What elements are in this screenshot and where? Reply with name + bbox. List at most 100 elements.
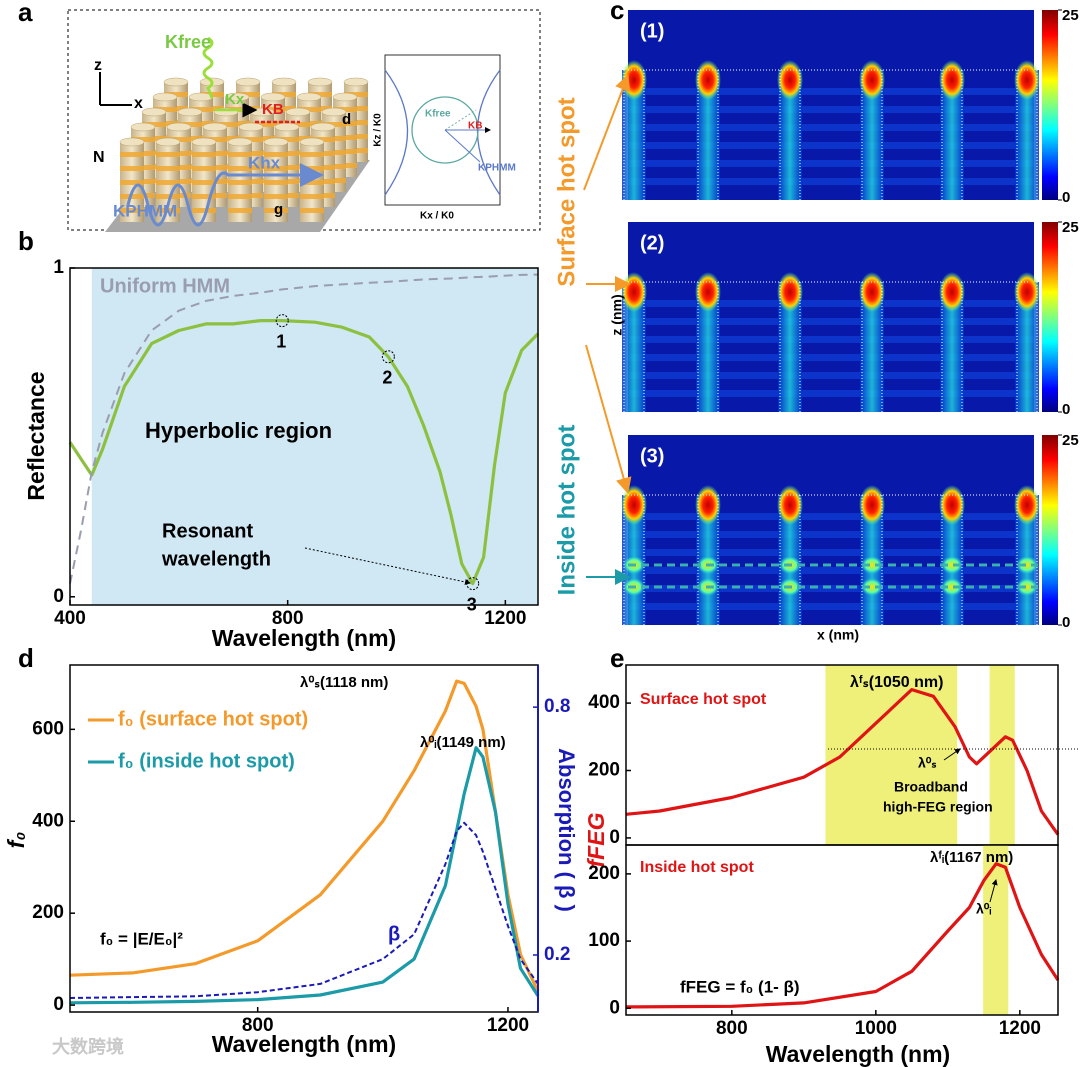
band [628, 106, 1034, 113]
panel-label: d [18, 643, 34, 673]
annotation: λ⁰ᵢ [976, 901, 991, 917]
pillar-top [235, 77, 261, 87]
heatmap-bg [628, 435, 1034, 625]
diagram-label: z [94, 57, 102, 74]
series-label: f₀ (surface hot spot) [118, 708, 308, 730]
layer [236, 92, 260, 97]
y-tick-label: 200 [588, 760, 620, 781]
pillar-top [299, 137, 325, 147]
pillar-top [119, 137, 145, 147]
series-line [625, 688, 1060, 836]
layer [300, 152, 324, 157]
series-label: β [388, 923, 400, 945]
vector [444, 129, 481, 163]
layer [275, 137, 299, 142]
band [628, 603, 1034, 610]
layer [264, 208, 288, 213]
hot-spot [695, 60, 721, 100]
pillar-top [166, 122, 192, 132]
colorbar-label: 0 [1062, 401, 1070, 418]
panel-label: e [610, 643, 624, 673]
arrow [583, 74, 631, 191]
series-label: f₀ (inside hot spot) [118, 750, 295, 772]
layer [239, 137, 263, 142]
band [628, 124, 1034, 131]
layer [192, 208, 216, 213]
annotation: wavelength [161, 548, 271, 570]
x-axis-label: Wavelength (nm) [212, 625, 396, 651]
hot-spot [777, 60, 803, 100]
shaded-region [989, 665, 1015, 845]
band [628, 160, 1034, 167]
band [628, 531, 1034, 538]
layer [264, 166, 288, 171]
hot-spot [1016, 578, 1038, 596]
y-axis-label: f₀ [3, 832, 29, 849]
pillar-top [285, 107, 311, 117]
layer [142, 122, 166, 127]
layer [250, 122, 274, 127]
hot-spot [939, 272, 965, 312]
annotation: λ⁰ₛ [918, 755, 937, 771]
diagram-label: Kfree [165, 32, 211, 52]
layer [192, 194, 216, 199]
y-tick-label: 200 [32, 902, 64, 923]
band [628, 336, 1034, 343]
band [628, 549, 1034, 556]
hot-spot [695, 485, 721, 525]
colorbar-label: 25 [1062, 432, 1079, 449]
pillar-top [263, 137, 289, 147]
hot-spot [861, 556, 883, 574]
x-tick-label: 1200 [484, 608, 526, 629]
panel-label: a [18, 0, 33, 27]
layer [167, 137, 191, 142]
hot-spot [621, 485, 647, 525]
layer [228, 194, 252, 199]
annotation: high-FEG region [883, 799, 993, 815]
layer [344, 92, 368, 97]
diagram-label: Khx [248, 153, 281, 172]
inset-label: KB [468, 121, 482, 132]
panel-label: b [18, 226, 34, 256]
x-tick-label: 800 [242, 1015, 274, 1036]
colorbar [1042, 435, 1058, 625]
annotation: λ⁰ₛ(1118 nm) [300, 674, 388, 691]
hot-spot [1014, 60, 1040, 100]
pillar-top [202, 122, 228, 132]
heatmaps: (1) 0 25 (2) 0 25 (3) 0 25 [621, 7, 1079, 631]
pillar-top [163, 77, 189, 87]
layer [308, 92, 332, 97]
annotation: Surface hot spot [640, 691, 767, 708]
diagram-label: KB [262, 101, 284, 118]
band [628, 300, 1034, 307]
diagram-label: g [274, 201, 283, 218]
annotation: fFEG = f₀ (1- β) [680, 977, 800, 996]
layer [272, 92, 296, 97]
axes [99, 72, 132, 106]
layer [264, 152, 288, 157]
layer [156, 166, 180, 171]
annotation: Hyperbolic region [145, 418, 332, 443]
hot-spot [939, 485, 965, 525]
hot-spot [939, 60, 965, 100]
heatmap-bg [628, 10, 1034, 200]
pillar-top [310, 122, 336, 132]
band [628, 390, 1034, 397]
layer [192, 166, 216, 171]
x-tick-label: 400 [54, 608, 86, 629]
hot-spot [777, 272, 803, 312]
point-marker [275, 314, 289, 328]
hot-spot [1014, 272, 1040, 312]
x-tick-label: 1200 [999, 1018, 1041, 1039]
hot-spot [695, 272, 721, 312]
layer [286, 122, 310, 127]
y-axis-label: fFEG [583, 812, 609, 867]
layer [322, 122, 346, 127]
pillar-top [332, 92, 358, 102]
side-label: Inside hot spot [553, 425, 580, 596]
pillar-top [224, 92, 250, 102]
inset-label: Kz / K0 [373, 113, 384, 147]
layer [131, 137, 155, 142]
layer [214, 122, 238, 127]
band [628, 567, 1034, 574]
